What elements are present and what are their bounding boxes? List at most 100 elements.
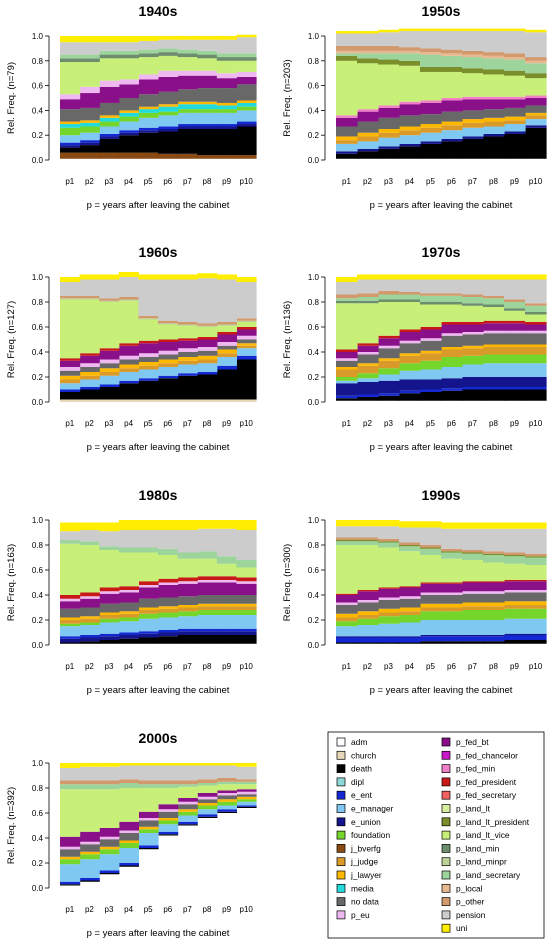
area-segment xyxy=(177,53,198,58)
area-segment xyxy=(99,618,120,623)
area-segment xyxy=(399,302,421,330)
area-segment xyxy=(357,400,379,402)
area-segment xyxy=(399,527,421,543)
area-segment xyxy=(60,277,81,282)
area-segment xyxy=(236,530,257,560)
area-segment xyxy=(118,821,139,831)
area-segment xyxy=(60,124,81,128)
area-segment xyxy=(378,348,400,359)
series-p_fed_bt xyxy=(336,581,547,603)
x-tick-label: p7 xyxy=(183,177,192,186)
area-segment xyxy=(138,610,159,614)
area-segment xyxy=(79,399,100,402)
area-segment xyxy=(158,632,179,637)
area-segment xyxy=(420,643,442,645)
area-segment xyxy=(420,620,442,635)
area-segment xyxy=(197,70,218,76)
area-segment xyxy=(79,616,100,619)
area-segment xyxy=(79,831,100,842)
area-segment xyxy=(79,145,100,153)
area-segment xyxy=(441,603,463,608)
area-segment xyxy=(525,640,547,644)
area-segment xyxy=(138,94,159,107)
area-segment xyxy=(60,598,81,602)
area-segment xyxy=(138,106,159,110)
series-no-data xyxy=(60,794,257,857)
area-segment xyxy=(99,302,120,349)
area-segment xyxy=(158,630,179,633)
area-segment xyxy=(79,637,100,642)
series-p_eu xyxy=(60,580,257,602)
area-segment xyxy=(399,622,421,637)
area-segment xyxy=(177,75,198,90)
area-segment xyxy=(336,117,358,127)
series-p_land_secretary xyxy=(60,540,257,568)
area-segment xyxy=(399,126,421,131)
area-segment xyxy=(462,593,484,603)
series-no-data xyxy=(336,592,547,614)
area-segment xyxy=(216,643,237,645)
area-segment xyxy=(236,339,257,344)
area-segment xyxy=(504,592,526,602)
area-segment xyxy=(138,780,159,785)
area-segment xyxy=(399,60,421,66)
area-segment xyxy=(441,130,463,139)
area-segment xyxy=(504,555,526,557)
area-segment xyxy=(118,132,139,136)
series-j_lawyer xyxy=(60,603,257,620)
area-segment xyxy=(336,282,358,295)
area-segment xyxy=(236,37,257,54)
area-segment xyxy=(236,635,257,644)
area-segment xyxy=(236,610,257,615)
area-segment xyxy=(441,548,463,552)
area-segment xyxy=(462,387,484,390)
area-segment xyxy=(357,545,379,590)
area-segment xyxy=(138,112,159,118)
area-segment xyxy=(462,528,484,550)
area-segment xyxy=(483,581,505,583)
area-segment xyxy=(216,595,237,604)
series-p_fed_bt xyxy=(60,75,257,110)
area-segment xyxy=(399,598,421,608)
area-segment xyxy=(525,347,547,355)
area-segment xyxy=(504,522,526,529)
area-segment xyxy=(79,379,100,387)
legend-swatch xyxy=(336,910,346,920)
area-segment xyxy=(236,520,257,530)
area-segment xyxy=(60,375,81,380)
area-segment xyxy=(525,363,547,377)
area-segment xyxy=(504,400,526,402)
x-tick-label: p3 xyxy=(105,662,114,671)
area-segment xyxy=(462,54,484,58)
legend-label: uni xyxy=(456,923,467,933)
area-segment xyxy=(216,102,237,106)
series-e_manager xyxy=(336,119,547,152)
area-segment xyxy=(462,305,484,322)
area-segment xyxy=(504,99,526,108)
legend-swatch xyxy=(336,883,346,893)
area-segment xyxy=(399,545,421,547)
area-segment xyxy=(138,784,159,788)
y-tick-label: 0.4 xyxy=(308,348,320,357)
area-segment xyxy=(236,791,257,795)
area-segment xyxy=(399,28,421,32)
area-segment xyxy=(462,334,484,346)
area-segment xyxy=(158,809,179,812)
series-j_judge xyxy=(60,606,257,624)
area-segment xyxy=(357,132,379,137)
area-segment xyxy=(462,364,484,377)
area-segment xyxy=(138,343,159,354)
area-segment xyxy=(177,104,198,110)
y-tick-label: 1.0 xyxy=(32,516,44,525)
area-segment xyxy=(525,601,547,605)
x-tick-label: p6 xyxy=(163,419,172,428)
area-segment xyxy=(236,799,257,802)
area-segment xyxy=(60,540,81,544)
area-segment xyxy=(462,99,484,111)
area-segment xyxy=(79,841,100,845)
legend-label: dipl xyxy=(351,777,364,787)
area-segment xyxy=(420,127,442,133)
area-segment xyxy=(158,585,179,598)
series-e_manager xyxy=(60,348,257,390)
area-segment xyxy=(118,830,139,833)
